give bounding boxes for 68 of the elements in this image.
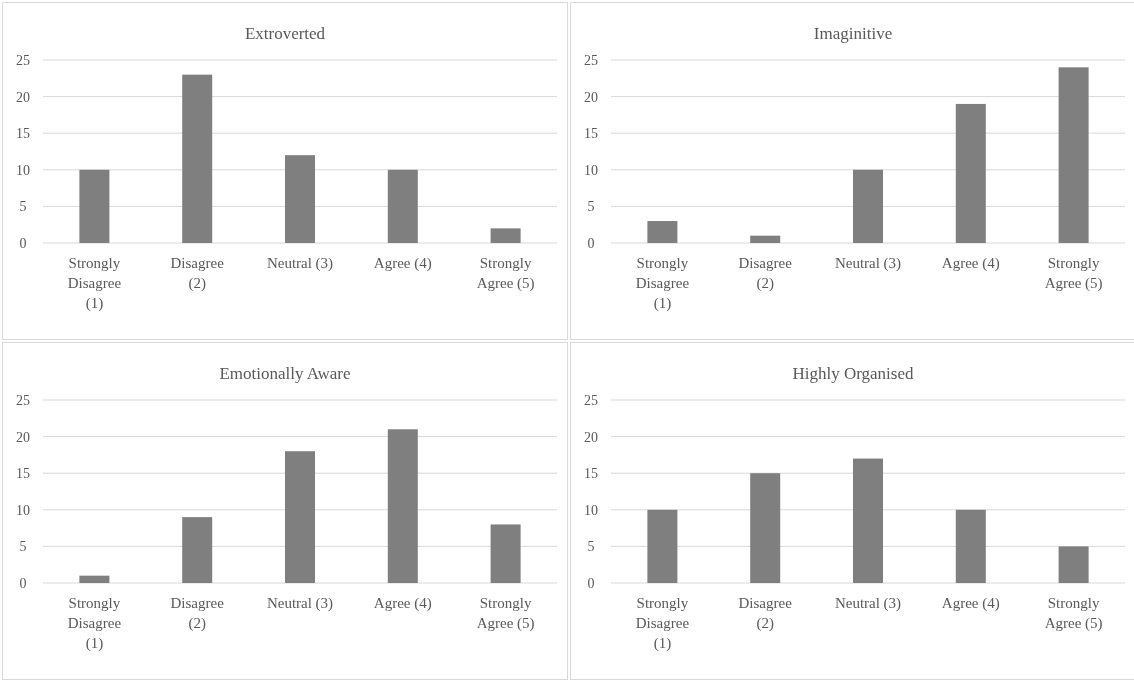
bar	[490, 228, 521, 243]
x-tick-label: Strongly Agree (5)	[1044, 255, 1103, 292]
chart-title: Emotionally Aware	[219, 364, 351, 383]
y-tick-label: 0	[587, 575, 595, 591]
y-tick-label: 10	[16, 502, 30, 518]
x-tick-label: Agree (4)	[373, 595, 432, 612]
x-tick-label: Strongly Agree (5)	[1044, 595, 1103, 632]
y-tick-label: 10	[584, 162, 598, 178]
y-tick-label: 20	[16, 89, 30, 105]
x-tick-label: Agree (4)	[941, 255, 1000, 272]
chart-title: Highly Organised	[792, 364, 915, 383]
bar	[647, 509, 678, 583]
bar	[79, 575, 110, 583]
y-tick-label: 5	[19, 199, 27, 215]
y-tick-label: 0	[587, 235, 595, 251]
x-tick-label: Strongly Agree (5)	[476, 595, 535, 632]
bar	[853, 458, 883, 583]
x-tick-label: Agree (4)	[373, 255, 432, 272]
chart-title: Imaginitive	[813, 24, 893, 43]
bar	[955, 509, 986, 583]
y-tick-label: 25	[584, 392, 598, 408]
x-tick-label: Neutral (3)	[266, 595, 334, 612]
bar	[750, 235, 781, 243]
y-tick-label: 20	[584, 89, 598, 105]
x-tick-label: Strongly Disagree (1)	[635, 595, 690, 652]
y-tick-label: 0	[19, 235, 27, 251]
bar	[955, 103, 986, 243]
x-tick-label: Neutral (3)	[266, 255, 334, 272]
y-tick-label: 5	[587, 199, 595, 215]
bar	[285, 155, 315, 243]
y-tick-label: 15	[584, 466, 598, 482]
bar	[1058, 67, 1089, 243]
y-tick-label: 25	[584, 52, 598, 68]
bar	[490, 524, 521, 583]
x-tick-label: Disagree (2)	[738, 255, 793, 292]
bar	[182, 74, 213, 243]
y-tick-label: 15	[16, 126, 30, 142]
y-tick-label: 15	[584, 126, 598, 142]
y-tick-label: 25	[16, 392, 30, 408]
y-tick-label: 5	[19, 539, 27, 555]
x-tick-label: Strongly Agree (5)	[476, 255, 535, 292]
x-tick-label: Strongly Disagree (1)	[67, 255, 122, 312]
bar	[853, 169, 883, 243]
y-tick-label: 0	[19, 575, 27, 591]
x-tick-label: Neutral (3)	[834, 255, 902, 272]
bar	[285, 451, 315, 583]
x-tick-label: Disagree (2)	[738, 595, 793, 632]
x-tick-label: Disagree (2)	[170, 255, 225, 292]
y-tick-label: 20	[16, 429, 30, 445]
bar	[1058, 546, 1089, 583]
bar	[387, 169, 418, 243]
x-tick-label: Strongly Disagree (1)	[635, 255, 690, 312]
bar	[647, 221, 678, 243]
y-tick-label: 10	[16, 162, 30, 178]
x-tick-label: Agree (4)	[941, 595, 1000, 612]
bar	[79, 169, 110, 243]
y-tick-label: 10	[584, 502, 598, 518]
bar	[750, 473, 781, 583]
x-tick-label: Neutral (3)	[834, 595, 902, 612]
chart-title: Extroverted	[244, 24, 326, 43]
y-tick-label: 20	[584, 429, 598, 445]
bar	[387, 429, 418, 583]
x-tick-label: Strongly Disagree (1)	[67, 595, 122, 652]
y-tick-label: 5	[587, 539, 595, 555]
x-tick-label: Disagree (2)	[170, 595, 225, 632]
bar	[182, 517, 213, 583]
y-tick-label: 25	[16, 52, 30, 68]
y-tick-label: 15	[16, 466, 30, 482]
